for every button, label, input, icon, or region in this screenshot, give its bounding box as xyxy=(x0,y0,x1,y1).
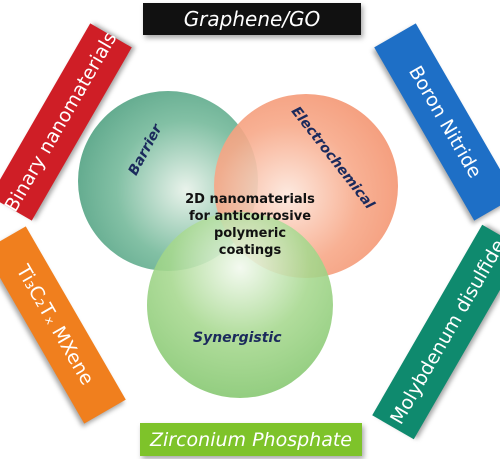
zirconium-phosphate-bar: Zirconium Phosphate xyxy=(140,423,362,456)
center-line-3: polymeric xyxy=(213,226,287,241)
synergistic-circle xyxy=(147,212,333,398)
center-line-4: coatings xyxy=(218,243,282,258)
synergistic-label: Synergistic xyxy=(193,330,282,346)
graphene-go-bar: Graphene/GO xyxy=(143,3,361,35)
zirconium-phosphate-label: Zirconium Phosphate xyxy=(150,428,352,451)
center-title: 2D nanomaterials for anticorrosive polym… xyxy=(165,191,335,259)
center-line-2: for anticorrosive xyxy=(188,209,312,224)
center-line-1: 2D nanomaterials xyxy=(185,192,315,207)
graphene-go-label: Graphene/GO xyxy=(183,7,321,31)
